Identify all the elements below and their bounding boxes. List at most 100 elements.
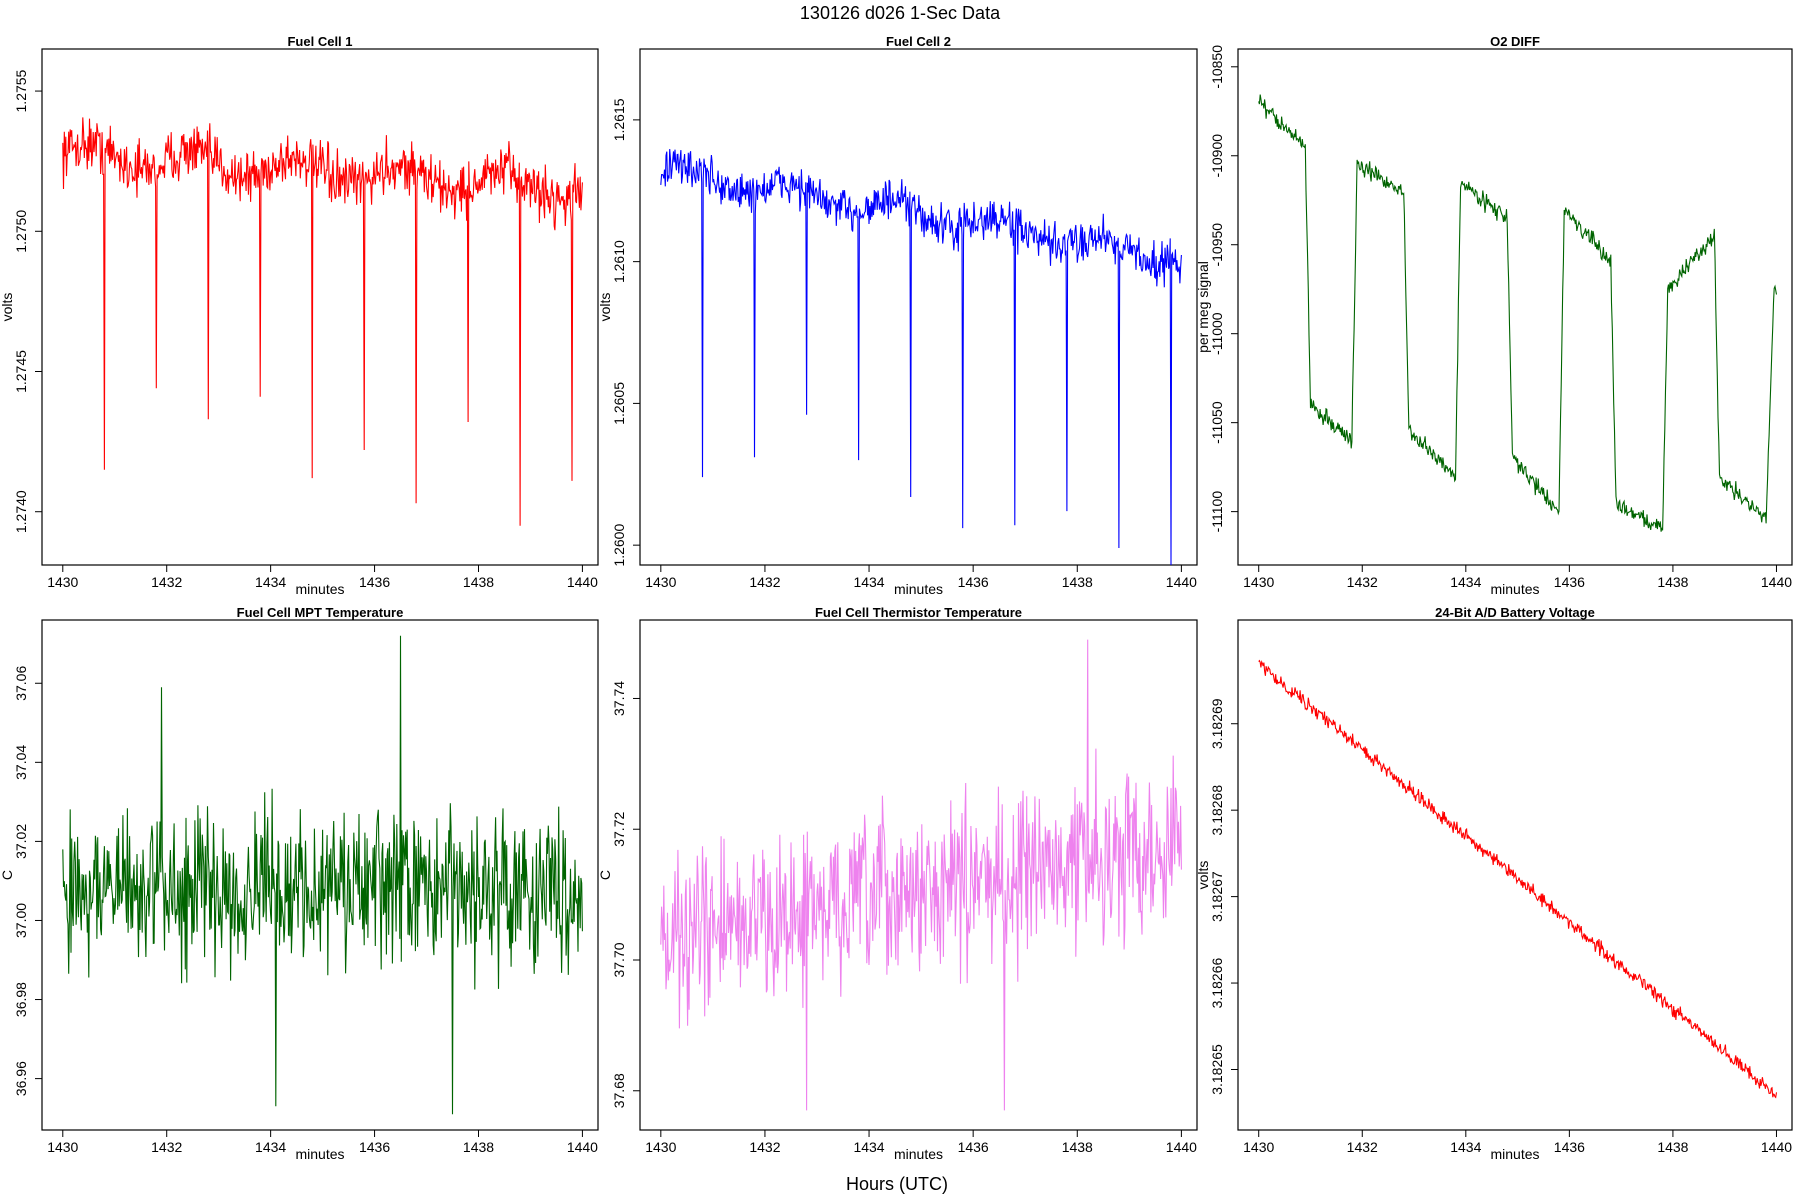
y-tick-label: 37.68 [611, 1073, 627, 1108]
panel-title: Fuel Cell Thermistor Temperature [815, 605, 1022, 620]
plot-frame [41, 48, 599, 566]
x-tick-label: 1432 [1347, 1139, 1378, 1155]
y-tick-label: 1.2745 [13, 350, 29, 393]
x-tick-label: 1430 [47, 1139, 78, 1155]
y-tick-label: 37.70 [611, 942, 627, 977]
panel-title: Fuel Cell 1 [287, 34, 352, 49]
y-tick-label: 36.98 [13, 982, 29, 1017]
y-tick-label: 1.2740 [13, 490, 29, 533]
y-axis-label: volts [0, 293, 15, 322]
x-axis-label: minutes [894, 1146, 943, 1162]
panel-title: Fuel Cell 2 [886, 34, 951, 49]
plot-frame [1237, 48, 1793, 566]
y-tick-label: -10900 [1209, 134, 1225, 178]
panel-fc1: Fuel Cell 1 1430 1432 1434 1436 1438 1440 minut… [0, 34, 599, 597]
series-line-o2 [1258, 94, 1778, 532]
y-axis-label: volts [597, 293, 613, 322]
x-tick-label: 1438 [463, 1139, 494, 1155]
x-tick-label: 1430 [1243, 1139, 1274, 1155]
y-tick-label: -11050 [1209, 401, 1225, 444]
y-tick-label: -11100 [1209, 491, 1225, 533]
x-tick-label: 1430 [645, 1139, 676, 1155]
series-line-fc2 [660, 149, 1182, 566]
panel-therm: Fuel Cell Thermistor Temperature 1430 1432… [597, 605, 1198, 1162]
y-tick-label: -10950 [1209, 223, 1225, 267]
y-tick-label: 3.18266 [1209, 958, 1225, 1009]
x-tick-label: 1434 [1450, 574, 1481, 590]
x-tick-label: 1436 [359, 1139, 390, 1155]
x-axis-label: minutes [894, 581, 943, 597]
y-tick-label: 3.18265 [1209, 1044, 1225, 1095]
series-line-batt [1258, 659, 1778, 1099]
x-tick-label: 1432 [151, 1139, 182, 1155]
x-tick-label: 1430 [47, 574, 78, 590]
panel-mpt: Fuel Cell MPT Temperature 1430 1432 1434 143… [0, 605, 599, 1162]
y-tick-label: -11000 [1209, 312, 1225, 355]
x-tick-label: 1438 [463, 574, 494, 590]
x-tick-label: 1434 [255, 1139, 286, 1155]
y-tick-label: -10850 [1209, 45, 1225, 89]
series-line-mpt [62, 635, 583, 1115]
y-tick-label: 1.2755 [13, 69, 29, 112]
y-tick-label: 3.18268 [1209, 785, 1225, 836]
x-tick-label: 1436 [1554, 1139, 1585, 1155]
series-line-fc1 [62, 117, 583, 526]
x-tick-label: 1436 [1554, 574, 1585, 590]
panel-fc2: Fuel Cell 2 1430 1432 1434 1436 1438 1440 minut… [597, 34, 1198, 597]
plot-frame [639, 48, 1198, 566]
x-axis-label: minutes [1490, 581, 1539, 597]
figure-xlabel: Hours (UTC) [846, 1174, 948, 1194]
x-tick-label: 1432 [749, 574, 780, 590]
figure-title: 130126 d026 1-Sec Data [800, 3, 1001, 23]
x-tick-label: 1432 [151, 574, 182, 590]
x-tick-label: 1440 [1166, 574, 1197, 590]
x-tick-label: 1434 [255, 574, 286, 590]
y-tick-label: 1.2605 [611, 382, 627, 425]
panel-o2: O2 DIFF 1430 1432 1434 1436 1438 1440 minutes -1… [1195, 34, 1793, 597]
panel-title: Fuel Cell MPT Temperature [237, 605, 404, 620]
x-tick-label: 1438 [1062, 1139, 1093, 1155]
x-tick-label: 1432 [749, 1139, 780, 1155]
y-tick-label: 1.2750 [13, 210, 29, 253]
series-line-therm [660, 639, 1182, 1111]
y-axis-label: C [597, 870, 613, 880]
y-tick-label: 1.2610 [611, 240, 627, 283]
panels: Fuel Cell 1 1430 1432 1434 1436 1438 1440 minut… [0, 34, 1793, 1162]
y-tick-label: 37.74 [611, 681, 627, 716]
y-tick-label: 37.06 [13, 666, 29, 701]
x-tick-label: 1440 [1761, 574, 1792, 590]
x-tick-label: 1440 [1761, 1139, 1792, 1155]
x-tick-label: 1436 [359, 574, 390, 590]
x-tick-label: 1434 [853, 1139, 884, 1155]
x-tick-label: 1432 [1347, 574, 1378, 590]
x-tick-label: 1434 [1450, 1139, 1481, 1155]
y-axis-label: per meg signal [1195, 261, 1211, 353]
y-axis-label: volts [1195, 861, 1211, 890]
x-tick-label: 1440 [567, 574, 598, 590]
x-tick-label: 1440 [1166, 1139, 1197, 1155]
x-tick-label: 1430 [645, 574, 676, 590]
panel-batt: 24-Bit A/D Battery Voltage 1430 1432 1434 14… [1195, 605, 1793, 1162]
panel-title: O2 DIFF [1490, 34, 1540, 49]
x-tick-label: 1434 [853, 574, 884, 590]
y-tick-label: 3.18267 [1209, 871, 1225, 922]
x-tick-label: 1436 [958, 574, 989, 590]
x-tick-label: 1438 [1062, 574, 1093, 590]
x-tick-label: 1430 [1243, 574, 1274, 590]
x-axis-label: minutes [1490, 1146, 1539, 1162]
panel-title: 24-Bit A/D Battery Voltage [1435, 605, 1595, 620]
y-tick-label: 37.72 [611, 812, 627, 847]
x-tick-label: 1438 [1657, 574, 1688, 590]
y-tick-label: 37.00 [13, 903, 29, 938]
x-axis-label: minutes [295, 1146, 344, 1162]
y-tick-label: 36.96 [13, 1061, 29, 1096]
x-tick-label: 1436 [958, 1139, 989, 1155]
y-tick-label: 1.2615 [611, 98, 627, 141]
y-tick-label: 37.04 [13, 745, 29, 780]
x-tick-label: 1438 [1657, 1139, 1688, 1155]
x-tick-label: 1440 [567, 1139, 598, 1155]
y-axis-label: C [0, 870, 15, 880]
y-tick-label: 3.18269 [1209, 698, 1225, 749]
y-tick-label: 1.2600 [611, 524, 627, 567]
